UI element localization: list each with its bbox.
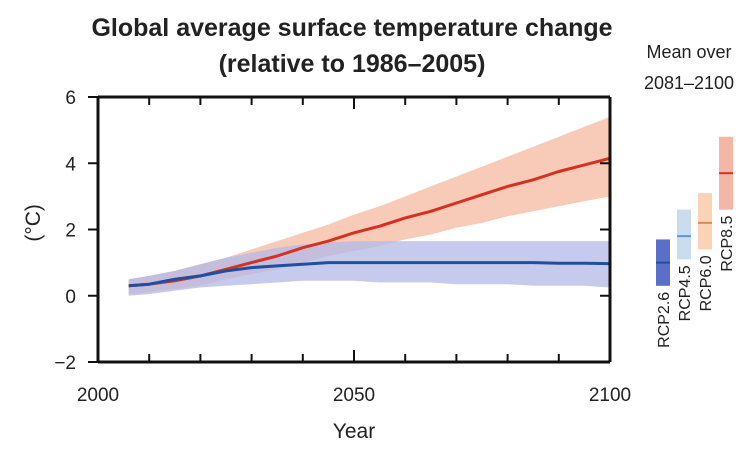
side-panel-title-line1: Mean over	[646, 42, 731, 62]
y-tick-label: −2	[54, 353, 76, 374]
range-label-rcp45: RCP4.5	[677, 265, 694, 321]
range-bar-rcp45	[677, 209, 691, 260]
y-axis-title: (°C)	[22, 204, 45, 242]
chart-subtitle: (relative to 1986–2005)	[219, 50, 486, 78]
y-tick-label: 6	[65, 88, 76, 109]
y-tick-label: 0	[65, 287, 76, 308]
side-panel-title-line2: 2081–2100	[644, 73, 734, 93]
x-tick-label: 2000	[77, 385, 119, 406]
y-tick-label: 2	[65, 221, 76, 242]
band-rcp26	[128, 241, 610, 296]
line-rcp26	[128, 261, 611, 288]
range-label-rcp85: RCP8.5	[719, 216, 736, 272]
range-bar-rcp60	[698, 193, 712, 250]
x-tick-label: 2050	[333, 385, 375, 406]
plot-area: −2 0 2 4 6 2000 2050 2100 Year (°C)	[22, 88, 631, 443]
y-tick-label: 4	[65, 154, 76, 175]
x-tick-label: 2100	[589, 385, 631, 406]
range-label-rcp26: RCP2.6	[656, 292, 673, 348]
x-axis-title: Year	[333, 420, 375, 443]
chart-title: Global average surface temperature chang…	[91, 14, 612, 42]
range-label-rcp60: RCP6.0	[698, 255, 715, 311]
